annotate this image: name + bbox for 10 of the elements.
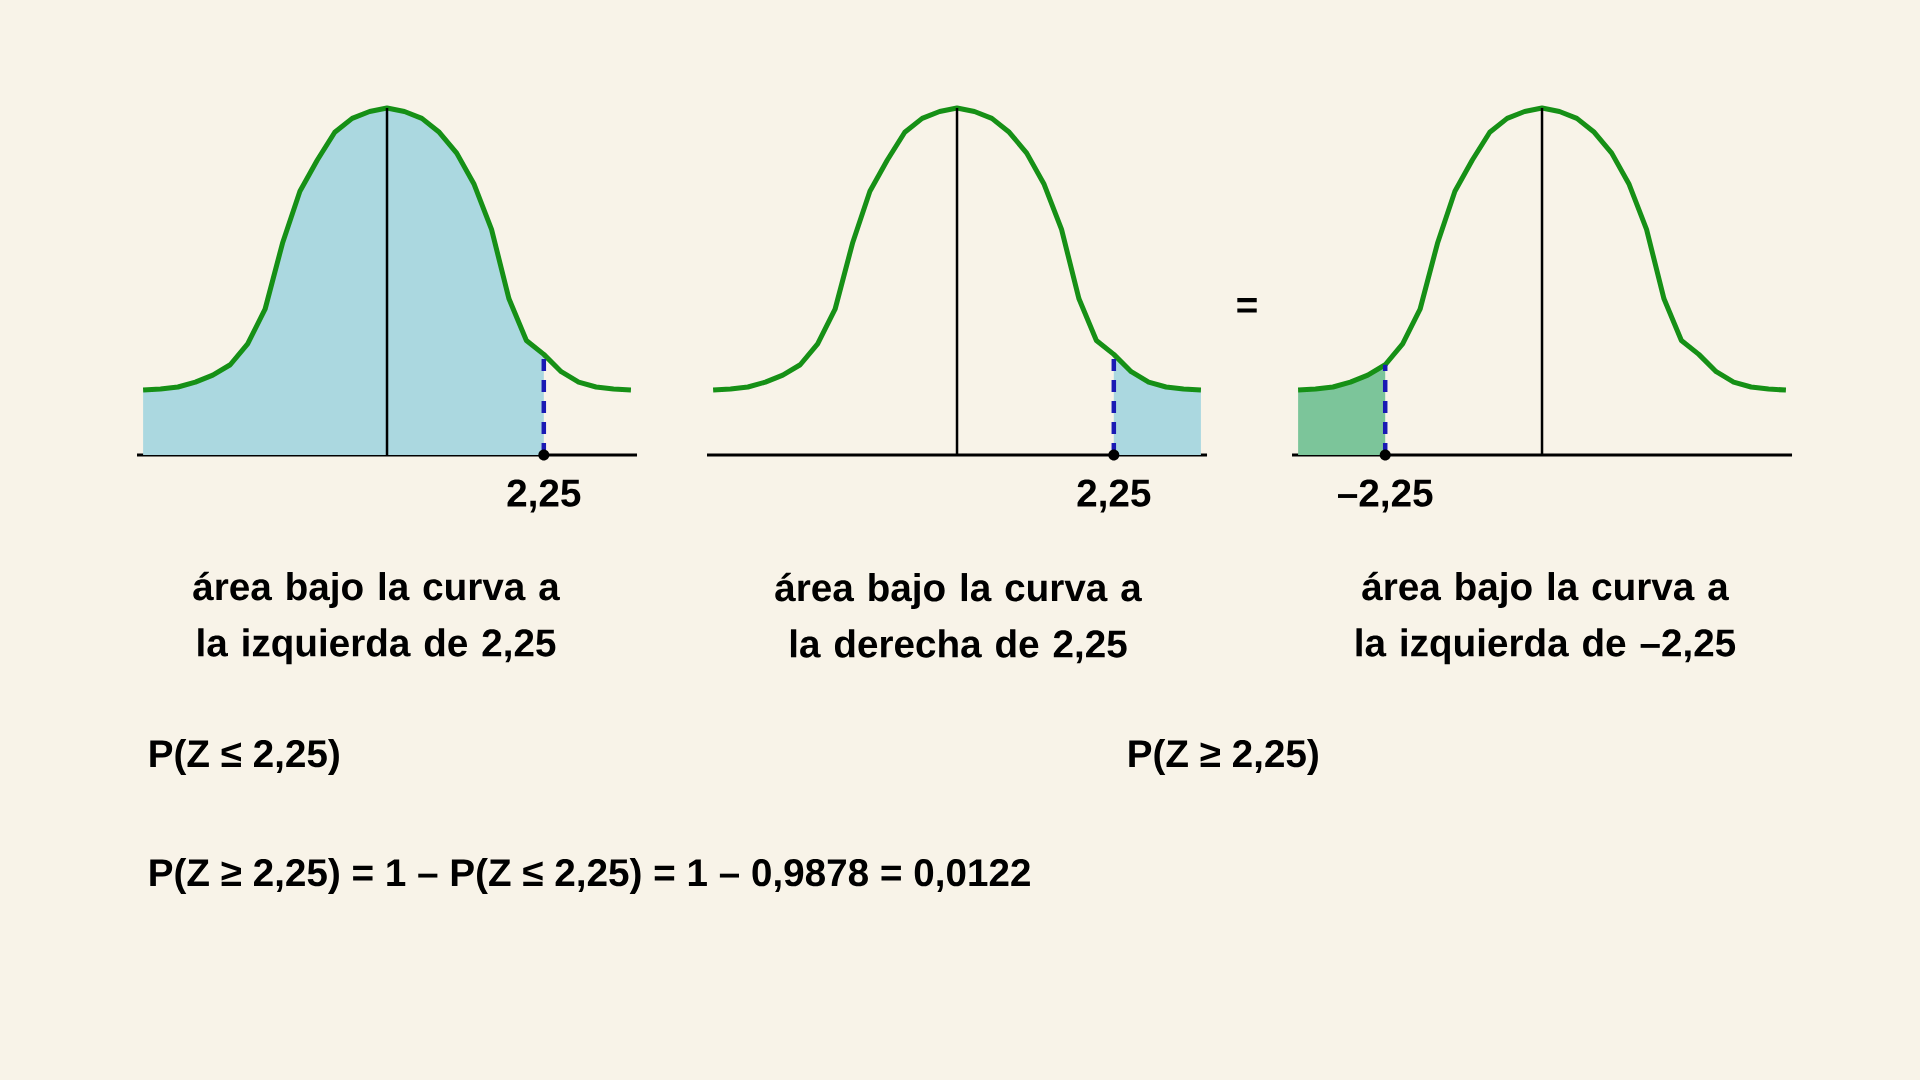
text: P(Z ≥ 2,25) (1129, 738, 1318, 775)
text: área bajo la curva a la derecha de 2,25 (775, 572, 1142, 664)
text: área bajo la curva a la izquierda de –2,25 (1356, 571, 1736, 665)
text: P(Z ≤ 2,25) (150, 738, 339, 775)
text: P(Z ≥ 2,25) = 1 – P(Z ≤ 2,25) = 1 – 0,9878 = 0,0122 (150, 857, 1030, 894)
text: = (1237, 297, 1257, 313)
text: 2,25 (1077, 479, 1151, 513)
text: 2,25 (507, 479, 581, 513)
text: –2,25 (1338, 479, 1433, 513)
text: área bajo la curva a la izquierda de 2,25 (193, 571, 560, 665)
